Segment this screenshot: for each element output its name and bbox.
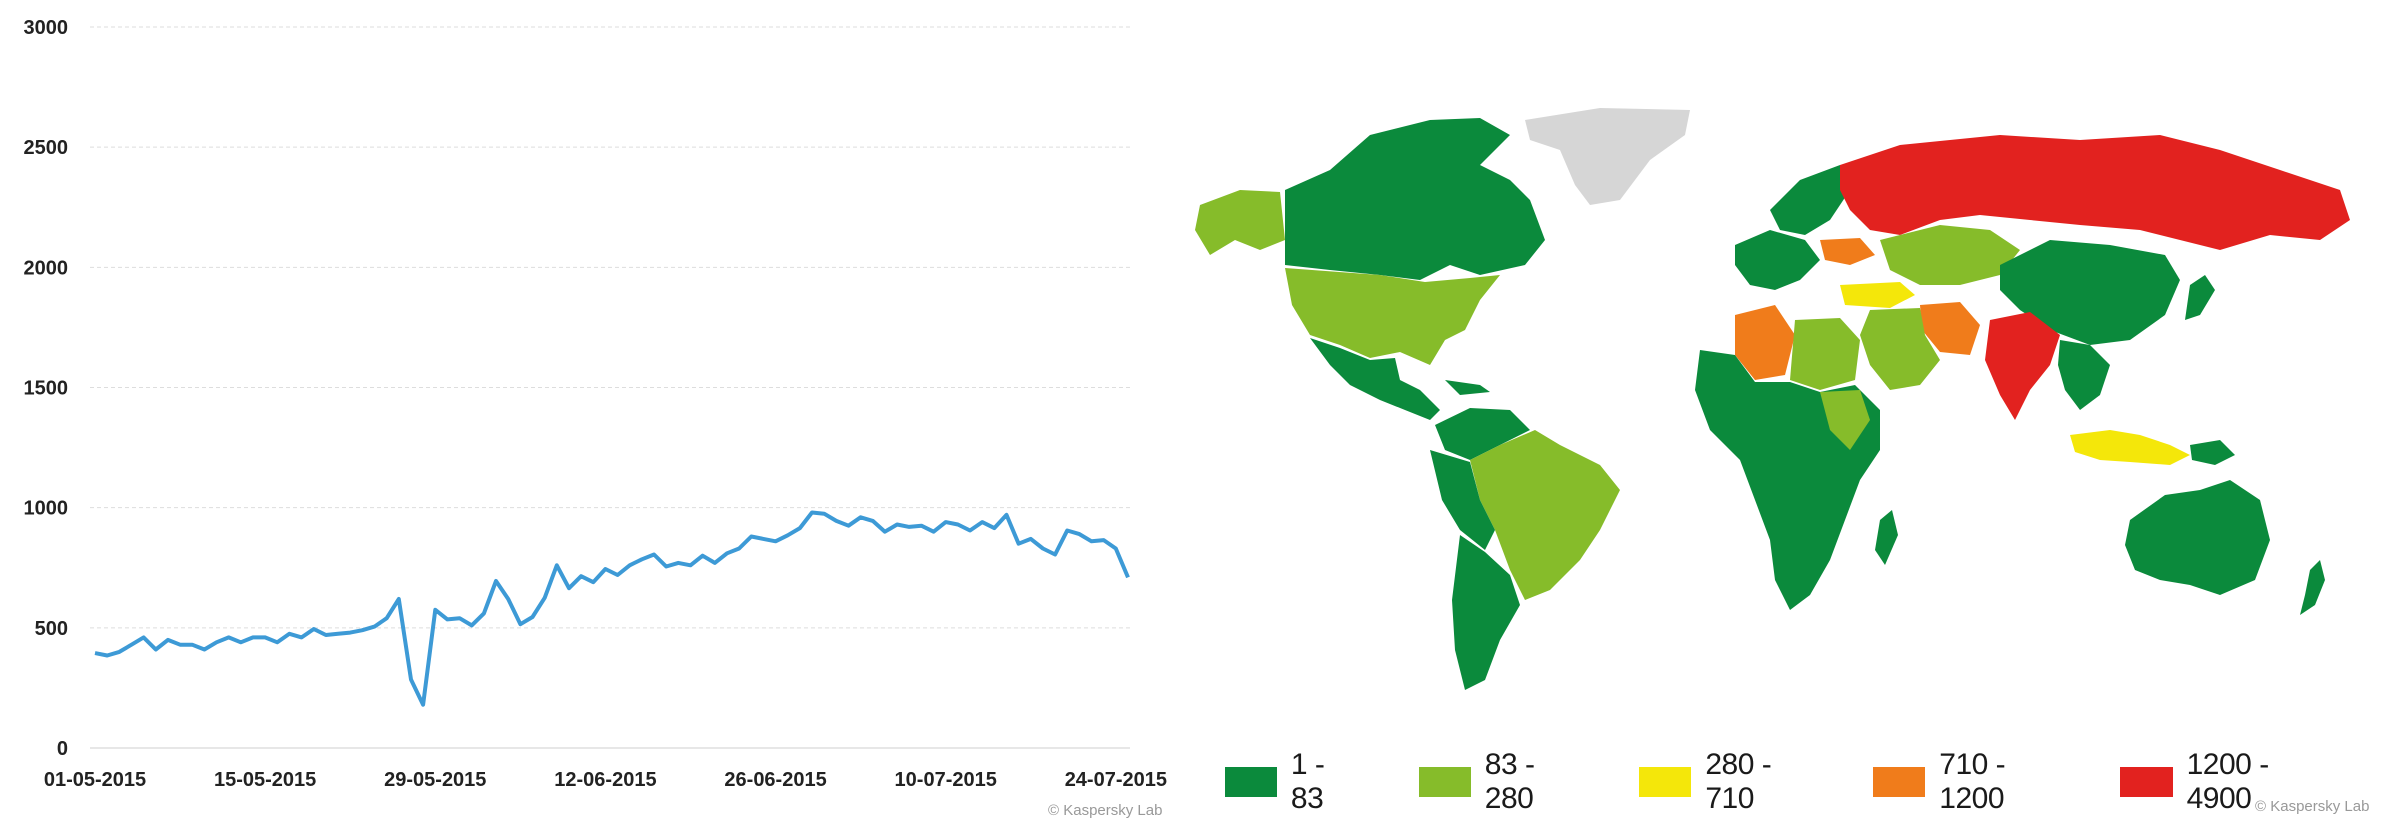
y-tick-label-500: 500 [35, 618, 68, 640]
map-region-algeria [1735, 305, 1795, 380]
legend-item-3: 280 - 710 [1639, 748, 1805, 816]
world-map [1195, 108, 2350, 690]
map-region-east-africa [1820, 390, 1870, 450]
x-tick-label-12-06-2015: 12-06-2015 [554, 769, 656, 791]
legend-swatch-2 [1418, 767, 1471, 797]
map-region-alaska [1195, 190, 1285, 255]
legend-item-1: 1 - 83 [1225, 748, 1351, 816]
map-region-turkey [1840, 282, 1915, 308]
y-tick-label-0: 0 [57, 738, 68, 760]
map-region-new-zealand [2300, 560, 2325, 615]
map-region-greenland [1525, 108, 1690, 205]
x-tick-label-26-06-2015: 26-06-2015 [724, 769, 826, 791]
legend-swatch-3 [1639, 767, 1692, 797]
map-region-south-america-north [1435, 408, 1530, 460]
y-tick-label-1000: 1000 [24, 498, 69, 520]
map-region-canada [1285, 118, 1545, 280]
credit-right: © Kaspersky Lab [2255, 798, 2370, 815]
map-region-africa [1695, 350, 1880, 610]
y-tick-label-2500: 2500 [24, 137, 69, 159]
x-tick-label-15-05-2015: 15-05-2015 [214, 769, 316, 791]
y-axis-ticks: 0 500 1000 1500 2000 2500 3000 [24, 17, 69, 760]
legend-item-5: 1200 - 4900 [2120, 748, 2313, 816]
y-tick-label-1500: 1500 [24, 378, 69, 400]
legend-item-2: 83 - 280 [1418, 748, 1571, 816]
legend-item-4: 710 - 1200 [1873, 748, 2052, 816]
x-axis-ticks: 01-05-2015 15-05-2015 29-05-2015 12-06-2015… [44, 769, 1167, 791]
map-region-middle-east [1860, 308, 1940, 390]
map-region-north-africa [1790, 318, 1860, 390]
map-region-india [1985, 312, 2060, 420]
series-polyline [94, 510, 1130, 707]
credit-left: © Kaspersky Lab [1048, 802, 1163, 819]
map-region-iran [1920, 302, 1980, 355]
map-region-mexico [1310, 338, 1440, 420]
map-region-australia [2125, 480, 2270, 595]
legend-swatch-5 [2120, 767, 2173, 797]
map-region-usa [1285, 268, 1500, 365]
map-region-china [2000, 240, 2180, 345]
x-tick-label-01-05-2015: 01-05-2015 [44, 769, 146, 791]
series-line [94, 510, 1130, 707]
legend-label-5: 1200 - 4900 [2186, 748, 2270, 815]
map-region-ukraine [1820, 238, 1875, 265]
map-region-central-asia [1880, 225, 2020, 285]
map-region-caribbean [1445, 380, 1490, 395]
x-tick-label-10-07-2015: 10-07-2015 [895, 769, 997, 791]
legend-label-2: 83 - 280 [1484, 748, 1535, 815]
map-region-brazil [1470, 430, 1620, 600]
map-region-russia [1840, 135, 2350, 250]
x-tick-label-24-07-2015: 24-07-2015 [1065, 769, 1167, 791]
legend-label-4: 710 - 1200 [1939, 748, 2006, 815]
legend-label-1: 1 - 83 [1290, 748, 1325, 815]
legend-swatch-1 [1225, 767, 1277, 797]
map-region-indonesia [2070, 430, 2190, 465]
map-region-scandinavia [1770, 165, 1850, 235]
map-region-png [2190, 440, 2235, 465]
map-region-se-asia [2058, 340, 2110, 410]
legend-swatch-4 [1873, 767, 1926, 797]
line-chart: 0 500 1000 1500 2000 2500 3000 01-05-2015 15-05… [24, 17, 1168, 791]
y-tick-label-2000: 2000 [24, 257, 69, 279]
grid-lines [90, 26, 1130, 749]
map-region-europe-west [1735, 230, 1820, 290]
map-region-madagascar [1875, 510, 1898, 565]
map-region-japan [2185, 275, 2215, 320]
x-tick-label-29-05-2015: 29-05-2015 [384, 769, 486, 791]
map-region-peru [1430, 450, 1495, 550]
map-legend: 1 - 83 83 - 280 280 - 710 710 - 1200 120… [1225, 748, 2381, 816]
map-region-argentina [1452, 535, 1520, 690]
y-tick-label-3000: 3000 [24, 17, 69, 39]
legend-label-3: 280 - 710 [1705, 748, 1772, 815]
